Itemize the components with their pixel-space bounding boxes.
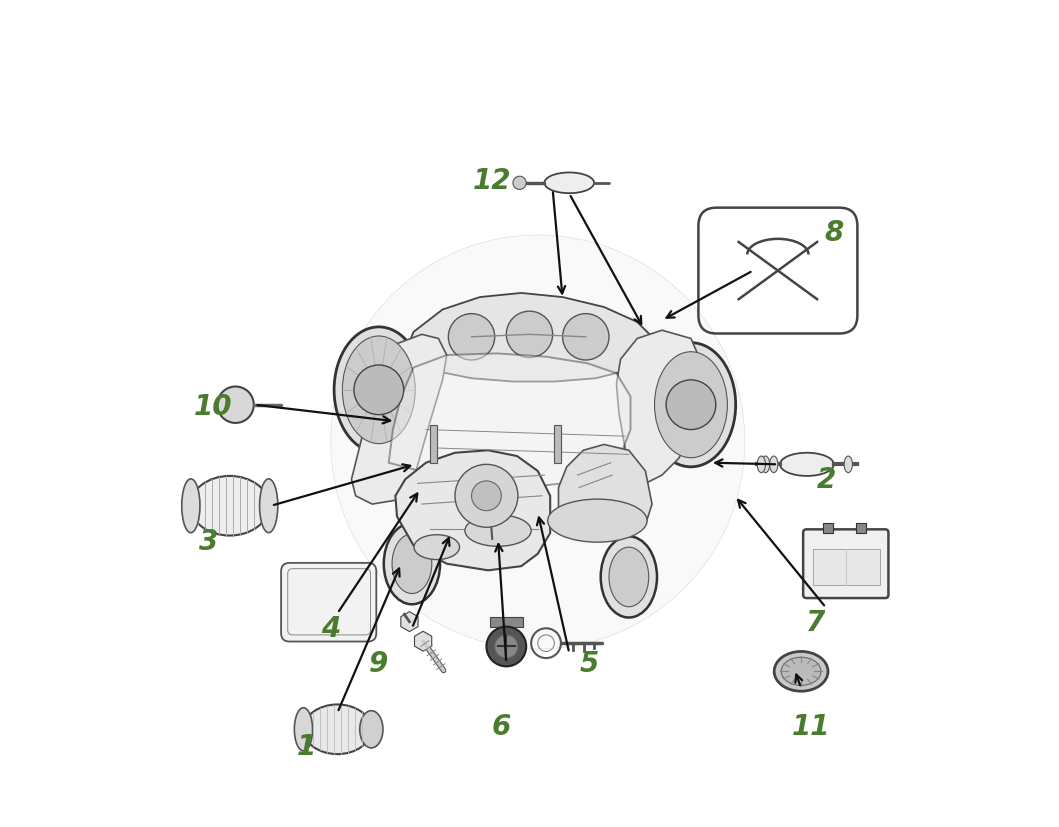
Text: 8: 8 [825, 219, 844, 247]
Ellipse shape [600, 537, 657, 618]
Bar [430, 426, 436, 463]
Ellipse shape [770, 457, 778, 473]
Polygon shape [352, 335, 447, 504]
Ellipse shape [654, 352, 728, 458]
FancyBboxPatch shape [281, 563, 376, 642]
Text: 6: 6 [491, 712, 511, 740]
Ellipse shape [392, 534, 432, 594]
Polygon shape [395, 451, 551, 571]
Ellipse shape [609, 547, 649, 607]
Circle shape [471, 481, 501, 511]
Ellipse shape [294, 708, 312, 751]
Ellipse shape [780, 453, 833, 476]
Text: 5: 5 [579, 649, 598, 677]
Ellipse shape [774, 652, 828, 691]
Ellipse shape [342, 337, 415, 444]
Circle shape [506, 312, 553, 358]
Circle shape [448, 314, 495, 361]
Ellipse shape [182, 479, 200, 533]
Polygon shape [401, 612, 418, 632]
Circle shape [513, 177, 526, 190]
Text: 12: 12 [473, 166, 511, 194]
Ellipse shape [259, 479, 277, 533]
Ellipse shape [191, 476, 269, 536]
Circle shape [486, 627, 526, 667]
Ellipse shape [304, 705, 372, 754]
Text: 3: 3 [199, 528, 219, 556]
Ellipse shape [548, 500, 647, 543]
Text: 10: 10 [194, 393, 233, 421]
Ellipse shape [646, 343, 736, 467]
Ellipse shape [330, 236, 744, 649]
FancyBboxPatch shape [803, 529, 889, 599]
Polygon shape [558, 445, 652, 533]
Ellipse shape [360, 711, 383, 748]
Bar [812, 550, 880, 586]
Bar [856, 523, 865, 533]
Text: 11: 11 [792, 712, 830, 740]
Ellipse shape [761, 457, 770, 473]
Text: 1: 1 [297, 732, 316, 760]
Ellipse shape [383, 523, 441, 605]
Circle shape [562, 314, 609, 361]
Circle shape [666, 380, 716, 430]
Polygon shape [414, 632, 432, 652]
Polygon shape [616, 331, 703, 488]
Bar [554, 426, 561, 463]
Text: 4: 4 [321, 614, 340, 643]
Ellipse shape [465, 515, 532, 547]
Ellipse shape [844, 457, 852, 473]
Ellipse shape [544, 173, 594, 194]
Circle shape [495, 635, 518, 658]
Text: 2: 2 [816, 466, 836, 494]
Bar [823, 523, 832, 533]
Bar [489, 617, 523, 627]
Polygon shape [403, 294, 656, 382]
Ellipse shape [414, 535, 460, 560]
Ellipse shape [782, 657, 821, 686]
Ellipse shape [757, 457, 766, 473]
Polygon shape [389, 354, 630, 488]
Text: 7: 7 [806, 608, 825, 636]
Circle shape [354, 366, 403, 415]
Circle shape [217, 387, 254, 423]
Text: 9: 9 [370, 649, 389, 677]
Ellipse shape [334, 327, 424, 453]
Circle shape [455, 465, 518, 528]
